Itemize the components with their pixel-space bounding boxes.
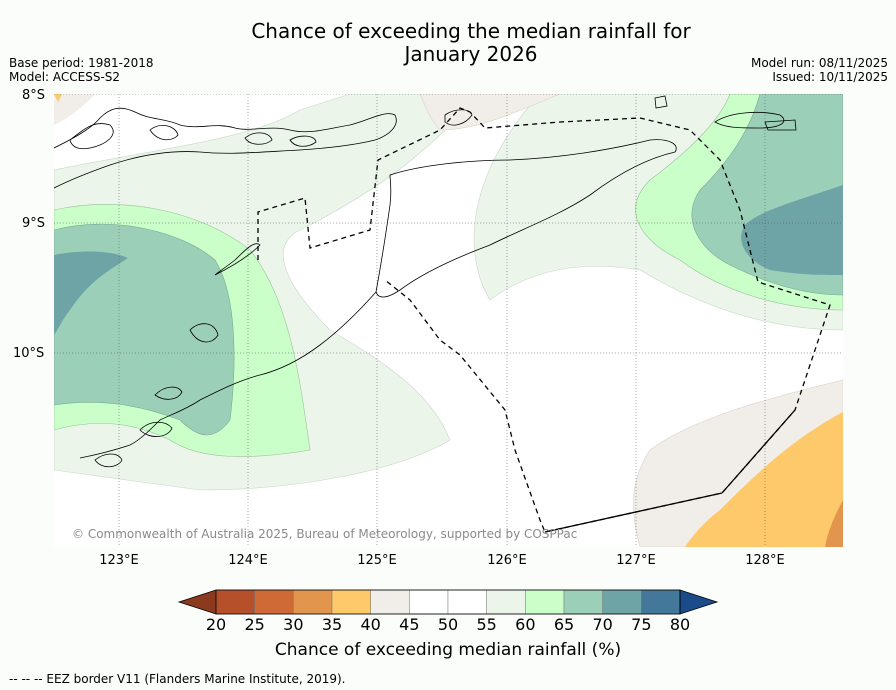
band-70-75-east <box>741 185 843 275</box>
band-30-35-corner <box>825 500 843 547</box>
issued-date: Issued: 10/11/2025 <box>772 70 888 84</box>
copyright-text: © Commonwealth of Australia 2025, Bureau… <box>72 527 578 541</box>
colorbar-segment-60-65 <box>525 589 565 615</box>
colorbar-segment-20-25 <box>215 589 255 615</box>
colorbar-tick-25: 25 <box>244 615 265 634</box>
colorbar-tick-60: 60 <box>515 615 536 634</box>
colorbar-tick-70: 70 <box>592 615 613 634</box>
lon-label-125e: 125°E <box>357 553 397 568</box>
small-island-10 <box>94 453 123 468</box>
eez-border-line <box>257 107 831 533</box>
colorbar-tick-40: 40 <box>360 615 381 634</box>
colorbar-tick-50: 50 <box>437 615 459 634</box>
colorbar-tick-55: 55 <box>476 615 497 634</box>
small-island-3 <box>244 132 273 145</box>
colorbar-title: Chance of exceeding median rainfall (%) <box>274 640 622 660</box>
colorbar-tick-35: 35 <box>321 615 343 634</box>
meta-left: Base period: 1981-2018 Model: ACCESS-S2 <box>9 56 154 84</box>
small-island-1 <box>69 123 114 150</box>
small-island-2 <box>149 125 179 141</box>
small-island-7 <box>764 119 797 131</box>
lon-label-123e: 123°E <box>99 553 139 568</box>
colorbar-segment-40-45 <box>370 589 410 615</box>
colorbar <box>177 589 719 615</box>
lat-label-10s: 10°S <box>13 346 45 361</box>
flores-alor-coast <box>54 107 397 189</box>
lat-label-8s: 8°S <box>22 88 46 103</box>
colorbar-segment-30-35 <box>293 589 333 615</box>
map-area <box>54 94 843 547</box>
model-run: Model run: 08/11/2025 <box>750 56 888 70</box>
colorbar-segment-35-40 <box>331 589 371 615</box>
title-line-2: January 2026 <box>404 42 538 66</box>
lon-label-124e: 124°E <box>228 553 268 568</box>
title-line-1: Chance of exceeding the median rainfall … <box>251 19 691 43</box>
small-island-5 <box>444 109 473 126</box>
colorbar-frame <box>215 589 681 615</box>
eez-border-solid-2 <box>721 409 796 494</box>
timor-south-coast <box>79 291 377 459</box>
colorbar-segment-65-70 <box>563 589 603 615</box>
colorbar-tick-45: 45 <box>399 615 420 634</box>
chart-title: Chance of exceeding the median rainfall … <box>0 20 896 66</box>
base-period: Base period: 1981-2018 <box>9 56 154 70</box>
colorbar-segment-50-55 <box>447 589 487 615</box>
band-40-45-north <box>419 94 561 131</box>
colorbar-tick-30: 30 <box>283 615 304 634</box>
small-island-8 <box>154 386 183 400</box>
wetar-island <box>714 111 785 129</box>
small-island-4 <box>289 135 317 147</box>
colorbar-extend-high <box>679 589 719 615</box>
rote-island <box>214 243 261 276</box>
timor-north-coast <box>375 139 677 298</box>
coastlines <box>54 95 797 468</box>
band-35-40-corner <box>54 94 62 102</box>
colorbar-tick-75: 75 <box>631 615 652 634</box>
colorbar-tick-80: 80 <box>669 615 691 634</box>
lon-label-127e: 127°E <box>616 553 656 568</box>
lat-label-9s: 9°S <box>22 216 46 231</box>
lon-label-128e: 128°E <box>745 553 785 568</box>
eez-border <box>257 107 831 533</box>
small-island-6 <box>654 95 668 109</box>
colorbar-segment-75-80 <box>641 589 681 615</box>
colorbar-segment-55-60 <box>486 589 526 615</box>
band-35-40-southeast <box>685 412 843 547</box>
colorbar-extend-low <box>177 589 217 615</box>
colorbar-tick-65: 65 <box>553 615 575 634</box>
colorbar-segment-70-75 <box>602 589 642 615</box>
eez-border-solid <box>544 492 723 533</box>
eez-legend-footer: -- -- -- EEZ border V11 (Flanders Marine… <box>9 672 346 686</box>
small-island-9 <box>139 421 173 437</box>
colorbar-tick-20: 20 <box>205 615 227 634</box>
band-40-45-northwest <box>54 94 95 125</box>
band-70-75-west <box>54 251 128 335</box>
semau-island <box>189 323 219 343</box>
colorbar-segment-45-50 <box>409 589 449 615</box>
colorbar-segment-25-30 <box>254 589 294 615</box>
model-name: Model: ACCESS-S2 <box>9 70 121 84</box>
meta-right: Model run: 08/11/2025 Issued: 10/11/2025 <box>751 56 888 84</box>
lon-label-126e: 126°E <box>487 553 527 568</box>
